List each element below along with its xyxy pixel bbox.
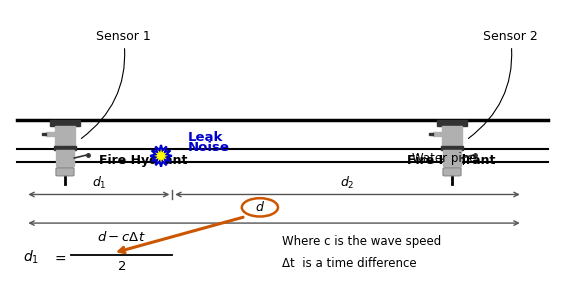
Bar (46, 132, 55, 136)
Text: Δt  is a time difference: Δt is a time difference (282, 257, 417, 270)
Bar (42, 133, 46, 135)
Text: $d_2$: $d_2$ (340, 175, 355, 191)
Text: Fire Hydrant: Fire Hydrant (407, 154, 495, 167)
Text: $d_1$: $d_1$ (23, 249, 38, 266)
Bar (55, 150, 75, 166)
Text: Where c is the wave speed: Where c is the wave speed (282, 235, 442, 248)
Bar (55, 126, 75, 146)
Text: Fire Hydrant: Fire Hydrant (99, 154, 187, 167)
Bar (56, 166, 73, 169)
FancyBboxPatch shape (56, 168, 74, 176)
Text: Sensor 2: Sensor 2 (468, 30, 538, 138)
Bar (50, 120, 80, 126)
Text: Water pipe: Water pipe (412, 152, 477, 164)
Bar (442, 126, 462, 146)
Bar (443, 150, 462, 166)
Bar (441, 146, 463, 150)
Bar (433, 132, 442, 136)
Text: $2$: $2$ (117, 260, 126, 273)
Bar (444, 166, 460, 169)
Text: Sensor 1: Sensor 1 (81, 30, 151, 138)
Text: $d-c\Delta t$: $d-c\Delta t$ (97, 230, 146, 244)
Text: $=$: $=$ (52, 251, 67, 264)
Text: $d_1$: $d_1$ (92, 175, 106, 191)
Polygon shape (150, 145, 172, 167)
Bar (437, 120, 467, 126)
Bar (54, 146, 76, 150)
Bar (429, 133, 433, 135)
Text: Leak: Leak (188, 131, 224, 144)
Text: Noise: Noise (188, 142, 230, 154)
FancyBboxPatch shape (443, 168, 461, 176)
Text: $d$: $d$ (255, 200, 265, 214)
